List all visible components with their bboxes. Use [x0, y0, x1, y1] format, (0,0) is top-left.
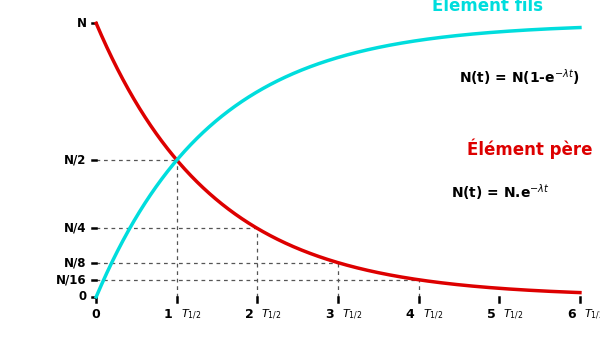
Text: N/16: N/16	[56, 273, 86, 286]
Text: 1: 1	[164, 308, 173, 321]
Text: N(t) = N(1-e$^{-\lambda t}$): N(t) = N(1-e$^{-\lambda t}$)	[459, 67, 580, 87]
Text: 6: 6	[567, 308, 576, 321]
Text: $T_{1/2}$: $T_{1/2}$	[342, 308, 362, 322]
Text: N/4: N/4	[64, 222, 86, 235]
Text: Élément fils: Élément fils	[432, 0, 543, 15]
Text: N/8: N/8	[64, 256, 86, 269]
Text: 5: 5	[487, 308, 495, 321]
Text: $T_{1/2}$: $T_{1/2}$	[584, 308, 600, 322]
Text: 3: 3	[325, 308, 334, 321]
Text: Élément père: Élément père	[467, 138, 593, 159]
Text: 2: 2	[245, 308, 253, 321]
Text: N: N	[77, 17, 86, 30]
Text: $T_{1/2}$: $T_{1/2}$	[503, 308, 524, 322]
Text: 0: 0	[92, 308, 101, 321]
Text: $T_{1/2}$: $T_{1/2}$	[181, 308, 201, 322]
Text: $T_{1/2}$: $T_{1/2}$	[262, 308, 282, 322]
Text: 0: 0	[79, 290, 86, 303]
Text: $T_{1/2}$: $T_{1/2}$	[423, 308, 443, 322]
Text: 4: 4	[406, 308, 415, 321]
Text: N(t) = N.e$^{-\lambda t}$: N(t) = N.e$^{-\lambda t}$	[451, 182, 550, 202]
Text: N/2: N/2	[64, 153, 86, 167]
